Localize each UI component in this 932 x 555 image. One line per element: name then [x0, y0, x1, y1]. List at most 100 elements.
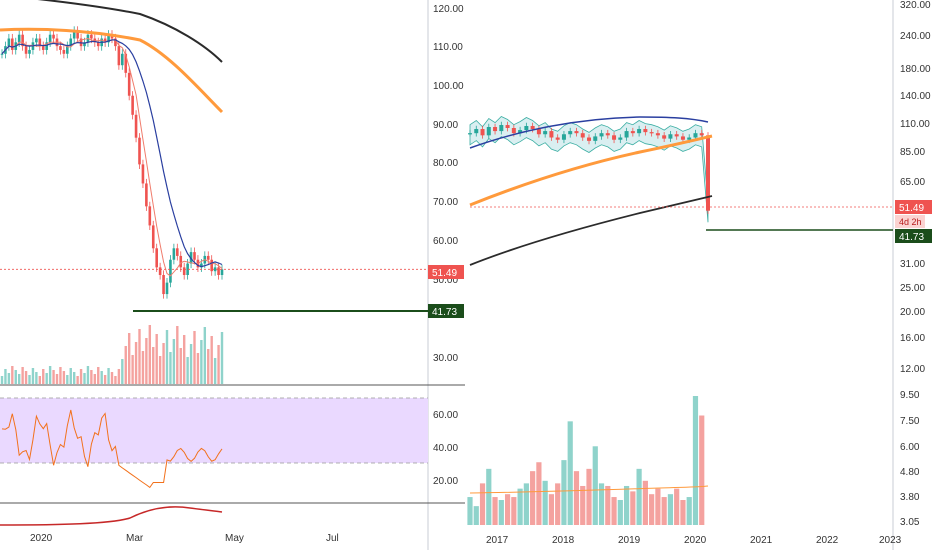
candle-body: [114, 38, 117, 47]
weekly-volume-bar: [467, 497, 473, 525]
volume-bar: [93, 374, 97, 384]
volume-bar: [17, 374, 21, 384]
weekly-candle-body: [580, 133, 585, 138]
volume-bar: [217, 345, 220, 384]
volume-bar: [200, 340, 203, 384]
candle-body: [0, 53, 4, 55]
volume-bar: [110, 372, 114, 384]
left-price-tick: 30.00: [433, 353, 458, 364]
left-price-tick: 90.00: [433, 120, 458, 131]
left-panel-background: [0, 0, 428, 550]
right-countdown-badge: [895, 215, 925, 228]
left-price-tick: 70.00: [433, 197, 458, 208]
weekly-volume-bar: [661, 497, 667, 525]
weekly-candle-body: [605, 133, 610, 136]
left-price-tick: 100.00: [433, 81, 464, 92]
volume-bar: [4, 369, 7, 384]
volume-bar: [97, 367, 100, 384]
weekly-candle-body: [486, 127, 491, 136]
candle-body: [182, 267, 186, 275]
candle-body: [148, 206, 152, 226]
volume-bar: [165, 330, 169, 384]
volume-bar: [35, 372, 38, 384]
sma-slow-line: [37, 0, 223, 63]
right-support-badge: [895, 229, 932, 243]
bollinger-band: [469, 116, 709, 223]
left-time-tick: Mar: [126, 533, 144, 544]
volume-bar: [203, 327, 207, 384]
weekly-candle-body: [518, 130, 523, 134]
volume-bar: [172, 339, 176, 384]
weekly-volume-bar: [586, 468, 592, 525]
volume-bar: [55, 374, 59, 384]
candle-body: [38, 38, 42, 47]
volume-bar: [86, 366, 90, 384]
volume-bar: [152, 347, 155, 384]
volume-bar: [11, 366, 14, 384]
right-price-tick: 240.00: [900, 31, 931, 42]
volume-bar: [90, 370, 93, 384]
candle-body: [121, 53, 124, 66]
weekly-volume-bar: [636, 468, 642, 525]
weekly-volume-bar: [536, 462, 542, 525]
weekly-volume-bar: [504, 494, 511, 525]
weekly-candle-body: [561, 134, 566, 140]
volume-bar: [207, 349, 210, 384]
weekly-volume-bar: [617, 500, 623, 525]
weekly-volume-bar: [492, 497, 498, 525]
weekly-volume-bar: [655, 488, 661, 525]
left-time-tick: 2020: [30, 533, 53, 544]
weekly-sma-mid-line: [469, 116, 709, 149]
volume-bar: [169, 352, 172, 384]
candle-body: [206, 255, 210, 260]
candle-body: [66, 46, 69, 54]
weekly-volume-bar: [517, 488, 523, 525]
weekly-volume-bar: [686, 497, 692, 525]
volume-bar: [162, 343, 165, 384]
weekly-candle-body: [699, 133, 704, 136]
right-price-tick: 3.05: [900, 517, 920, 528]
weekly-candle-body: [618, 137, 623, 140]
candle-body: [134, 114, 138, 138]
weekly-candle-body: [480, 129, 485, 136]
weekly-volume-bar: [498, 500, 504, 525]
right-time-tick: 2017: [486, 535, 509, 546]
candle-body: [210, 259, 213, 272]
weekly-volume-bar: [511, 497, 517, 525]
volume-bar: [210, 336, 213, 384]
candle-body: [107, 34, 110, 43]
weekly-volume-bar: [561, 460, 567, 525]
weekly-candle-body: [505, 125, 510, 129]
volume-bar: [107, 368, 110, 384]
weekly-volume-bar: [598, 483, 605, 525]
right-price-tick: 4.80: [900, 467, 920, 478]
volume-bar: [38, 376, 42, 384]
volume-bar: [76, 376, 79, 384]
weekly-candle-body: [637, 129, 642, 134]
right-support-label: 41.73: [899, 232, 924, 243]
candle-body: [62, 49, 66, 54]
volume-bar: [59, 367, 62, 384]
weekly-candle-body: [624, 131, 629, 138]
candle-body: [138, 137, 141, 165]
volume-bar: [24, 371, 28, 384]
left-last-price-label: 51.49: [432, 268, 457, 279]
weekly-sma-slow-line: [469, 195, 713, 266]
candle-body: [21, 34, 24, 47]
volume-bar: [176, 326, 179, 384]
volume-bar: [45, 373, 48, 384]
candle-body: [155, 248, 158, 268]
candle-body: [200, 263, 203, 268]
right-last-price-badge: [895, 200, 932, 214]
volume-bar: [138, 329, 141, 384]
candle-body: [35, 38, 38, 43]
right-price-tick: 3.80: [900, 492, 920, 503]
weekly-volume-bar: [592, 446, 598, 525]
weekly-candle-body: [511, 128, 516, 134]
right-price-tick: 320.00: [900, 0, 931, 11]
volume-bar: [69, 368, 72, 384]
weekly-candle-body: [643, 129, 648, 133]
weekly-volume-bar: [479, 483, 486, 525]
